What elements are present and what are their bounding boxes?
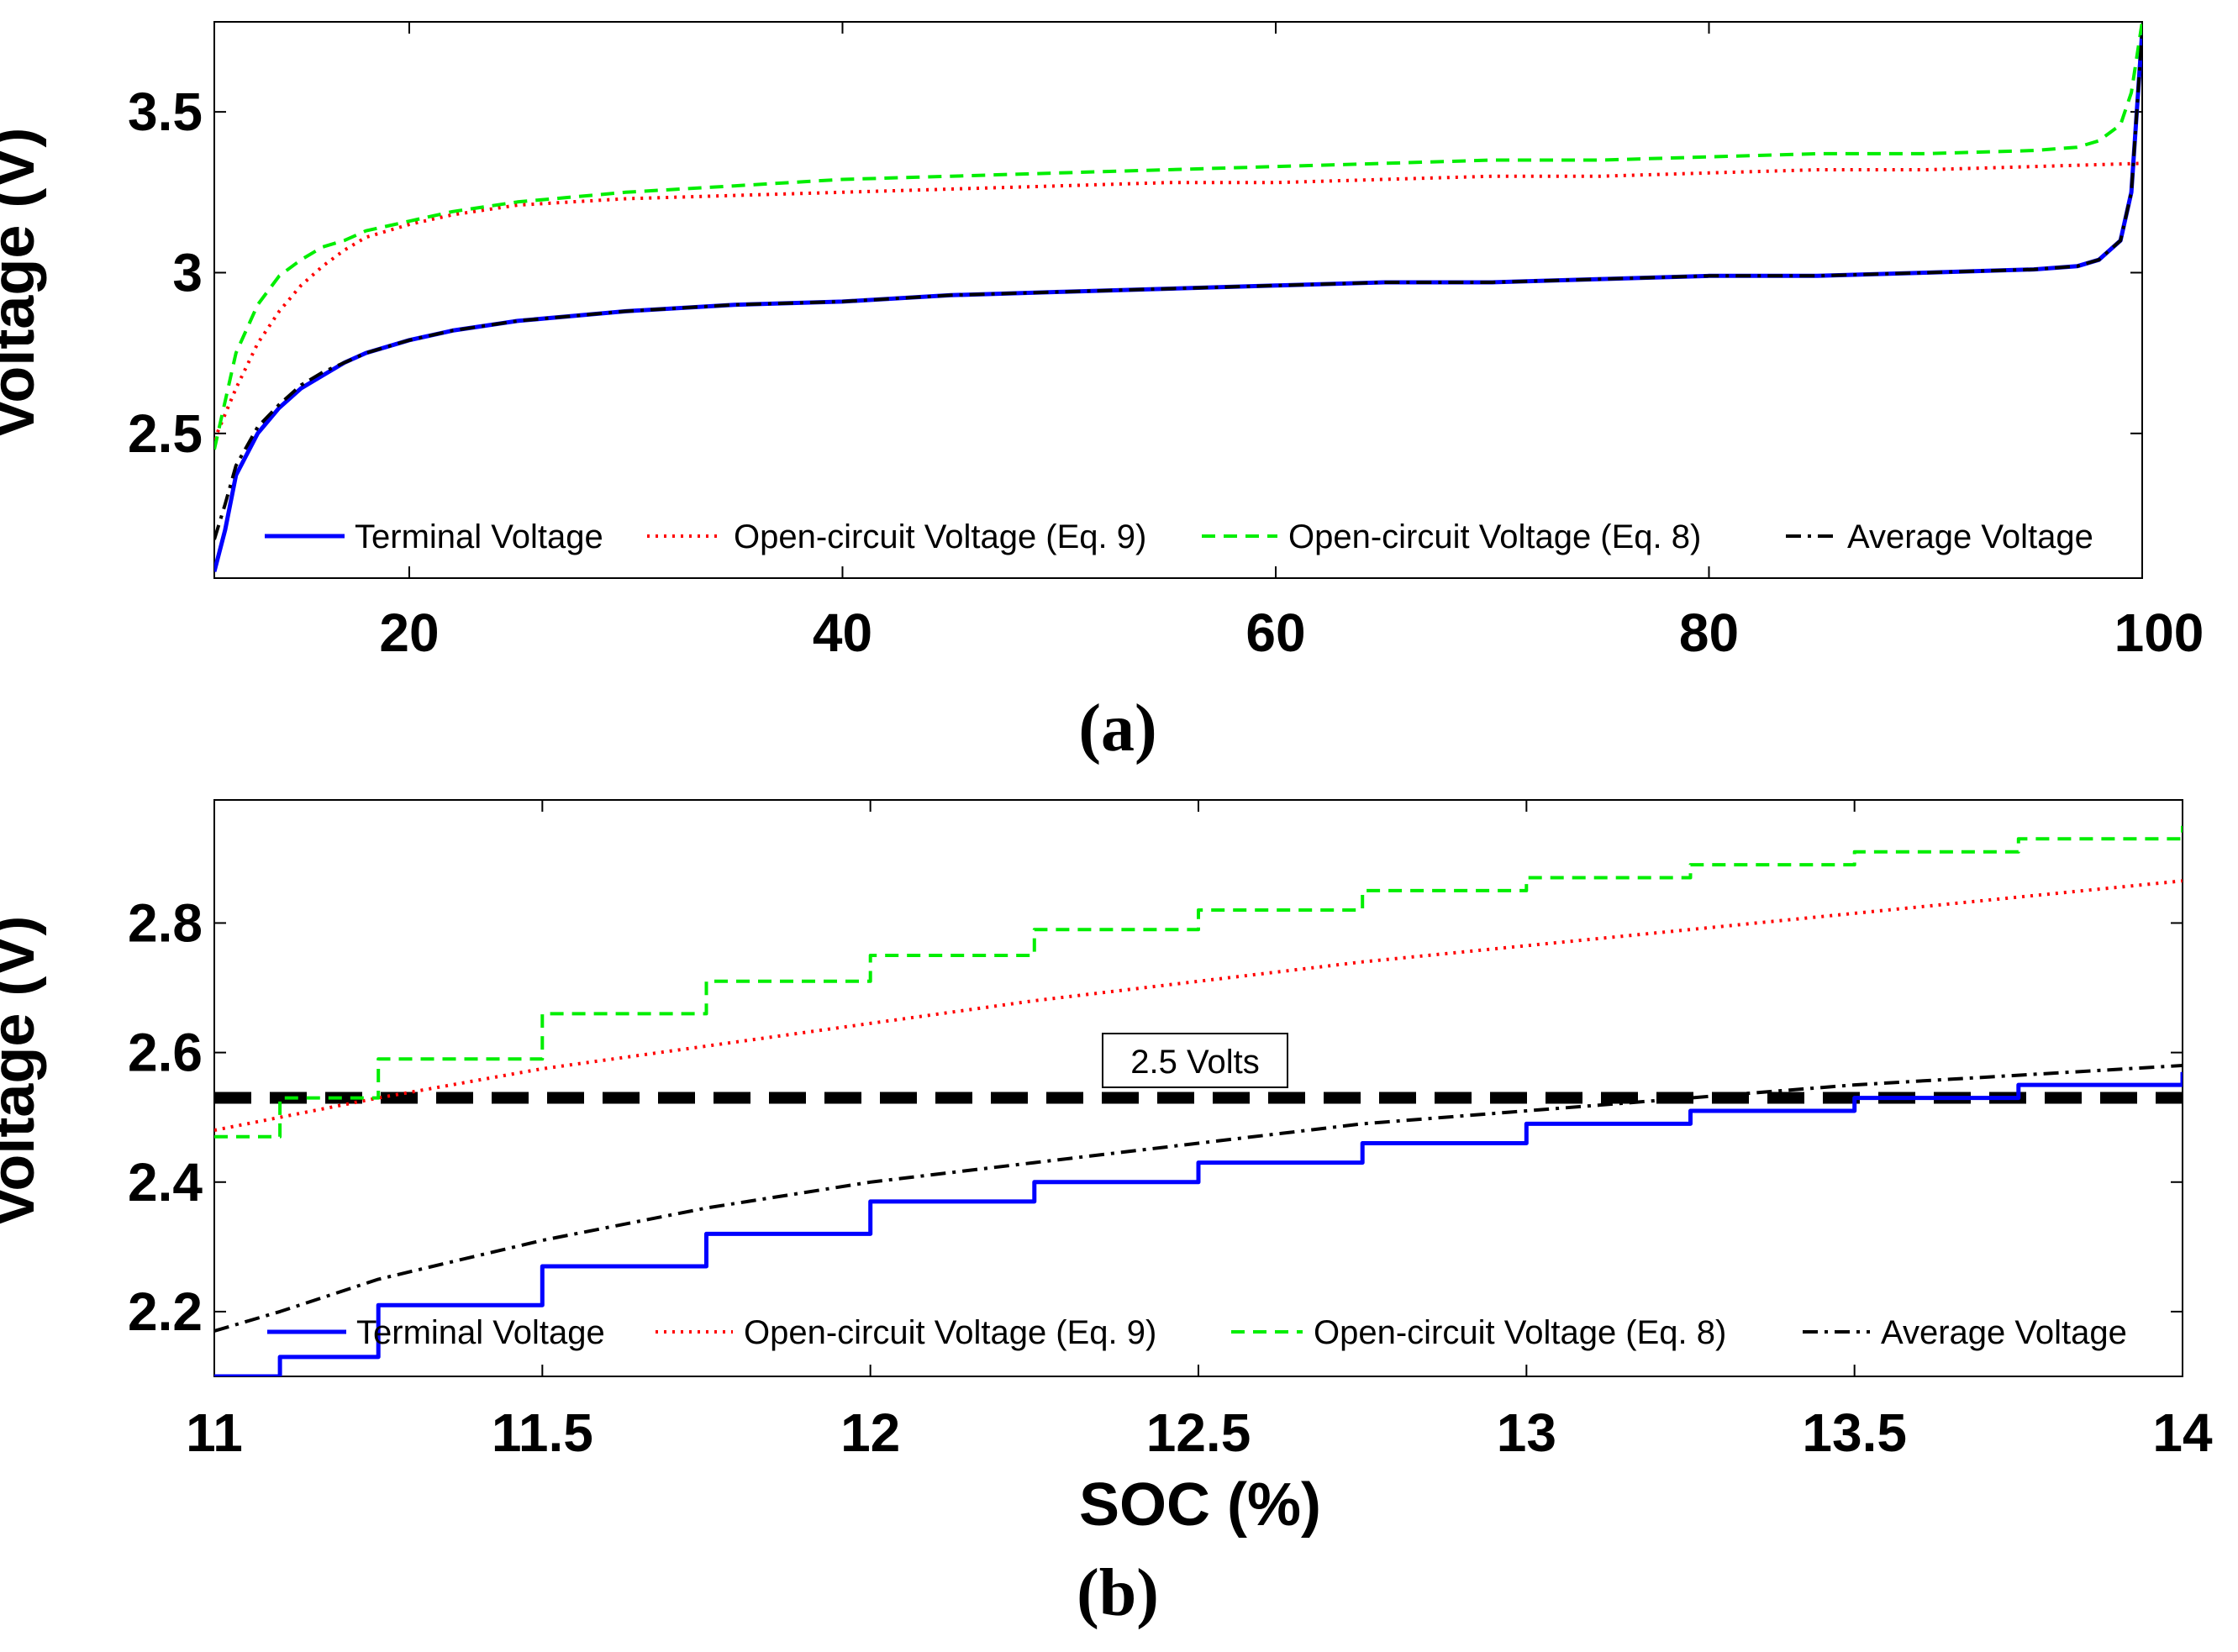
y-axis-label: Voltage (V) — [0, 128, 47, 439]
series-line-3 — [214, 22, 2142, 450]
annotation-label: 2.5 Volts — [1130, 1044, 1259, 1081]
x-tick-label: 60 — [1245, 602, 1305, 663]
series-group — [214, 825, 2183, 1376]
legend-label: Terminal Voltage — [356, 1314, 605, 1351]
x-tick-label: 13.5 — [1802, 1402, 1907, 1463]
y-tick-label: 2.2 — [128, 1281, 203, 1342]
legend-label: Terminal Voltage — [355, 518, 603, 555]
series-line-4 — [214, 1064, 2183, 1333]
x-tick-label: 14 — [2152, 1402, 2213, 1463]
y-tick-label: 3 — [172, 242, 203, 303]
y-tick-label: 2.5 — [128, 403, 203, 464]
x-tick-label: 80 — [1679, 602, 1739, 663]
annotation-box — [1102, 1033, 1288, 1088]
chart-a: 20 40 60 80 100 2.5 3 3.5 Voltage (V) (a) Terminal… — [0, 21, 2204, 765]
x-tick-label: 12.5 — [1146, 1402, 1251, 1463]
x-axis-label: SOC (%) — [1079, 1471, 1321, 1539]
x-tick-label: 11 — [186, 1402, 243, 1463]
series-group — [214, 22, 2142, 572]
y-tick-label: 2.6 — [128, 1023, 203, 1083]
x-tick-label: 40 — [813, 602, 872, 663]
series-line-2 — [214, 161, 2142, 441]
panel-label: (b) — [1077, 1556, 1159, 1630]
series-line-1 — [214, 1071, 2183, 1376]
series-line-3 — [214, 825, 2183, 1139]
chart-b: 11 11.5 12 12.5 13 13.5 14 2.2 2.4 2.6 2.8 Voltage … — [0, 799, 2213, 1630]
legend-label: Open-circuit Voltage (Eq. 8) — [1288, 518, 1701, 555]
panel-label: (a) — [1078, 692, 1156, 765]
x-tick-label: 13 — [1497, 1402, 1556, 1463]
y-tick-label: 3.5 — [128, 82, 203, 142]
y-axis-label: Voltage (V) — [0, 916, 47, 1228]
legend-label: Open-circuit Voltage (Eq. 9) — [734, 518, 1146, 555]
legend-label: Average Voltage — [1847, 518, 2093, 555]
legend-label: Open-circuit Voltage (Eq. 8) — [1314, 1314, 1726, 1351]
x-tick-label: 100 — [2114, 602, 2204, 663]
legend: Terminal Voltage Open-circuit Voltage (Eq… — [267, 1314, 2127, 1351]
y-tick-label: 2.4 — [128, 1152, 203, 1213]
legend: Terminal Voltage Open-circuit Voltage (Eq… — [265, 518, 2093, 555]
legend-label: Open-circuit Voltage (Eq. 9) — [744, 1314, 1156, 1351]
plot-area — [213, 21, 2143, 579]
x-tick-label: 12 — [840, 1402, 900, 1463]
series-line-4 — [214, 31, 2142, 540]
x-tick-label: 20 — [379, 602, 439, 663]
x-tick-label: 11.5 — [492, 1402, 593, 1463]
legend-label: Average Voltage — [1881, 1314, 2127, 1351]
y-tick-label: 2.8 — [128, 892, 203, 953]
